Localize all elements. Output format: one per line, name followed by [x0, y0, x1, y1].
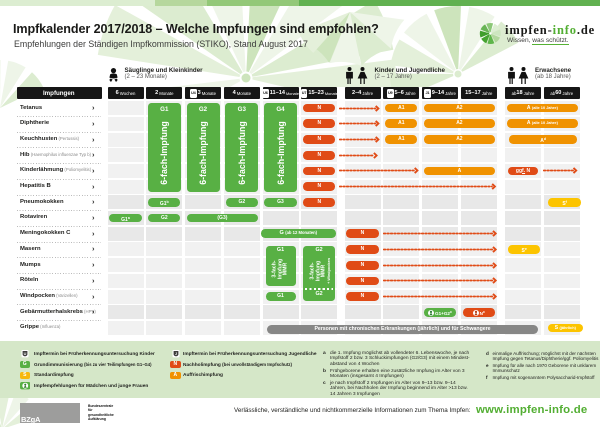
svg-text:J: J — [174, 352, 176, 356]
svg-text:U: U — [24, 352, 27, 356]
